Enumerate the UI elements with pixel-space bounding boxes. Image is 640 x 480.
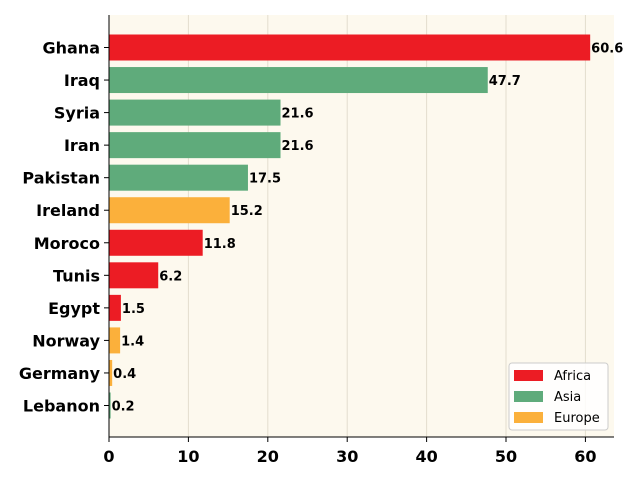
legend-swatch	[514, 391, 543, 402]
bar-syria	[109, 99, 281, 126]
legend-swatch	[514, 412, 543, 423]
category-label: Ghana	[42, 39, 100, 58]
bar-tunis	[109, 262, 159, 289]
x-axis-ticks: 0 10 20 30 40 50 60	[103, 437, 597, 466]
value-label: 15.2	[231, 204, 263, 219]
bars	[109, 34, 591, 419]
bar-germany	[109, 359, 113, 386]
value-label: 47.7	[489, 74, 521, 89]
bar-lebanon	[109, 392, 111, 419]
x-tick-label: 30	[336, 447, 358, 466]
value-label: 11.8	[204, 237, 236, 252]
category-label: Norway	[32, 331, 100, 350]
value-labels: 60.6 47.7 21.6 21.6 17.5 15.2 11.8 6.2 1.5 1.4 0.4…	[112, 42, 624, 415]
value-label: 1.4	[121, 334, 144, 349]
x-tick-label: 0	[103, 447, 114, 466]
category-label: Pakistan	[22, 169, 100, 188]
value-label: 21.6	[282, 139, 314, 154]
bar-ireland	[109, 197, 230, 224]
category-label: Iraq	[64, 71, 100, 90]
legend-label: Europe	[554, 411, 600, 426]
value-label: 6.2	[159, 269, 182, 284]
category-label: Egypt	[48, 299, 100, 318]
x-tick-label: 40	[415, 447, 437, 466]
bar-moroco	[109, 229, 203, 256]
legend-swatch	[514, 370, 543, 381]
legend-label: Asia	[554, 390, 581, 405]
category-label: Syria	[54, 104, 100, 123]
legend: Africa Asia Europe	[508, 362, 609, 431]
value-label: 21.6	[282, 107, 314, 122]
category-label: Iran	[64, 136, 100, 155]
category-label: Ireland	[36, 201, 100, 220]
bar-norway	[109, 327, 121, 354]
bar-ghana	[109, 34, 591, 61]
bar-iraq	[109, 67, 488, 94]
legend-label: Africa	[554, 369, 591, 384]
value-label: 60.6	[591, 42, 623, 57]
category-label: Moroco	[34, 234, 100, 253]
value-label: 1.5	[122, 302, 145, 317]
category-label: Germany	[19, 364, 101, 383]
x-tick-label: 10	[177, 447, 199, 466]
x-tick-label: 50	[495, 447, 517, 466]
value-label: 0.2	[112, 400, 135, 415]
value-label: 17.5	[249, 172, 281, 187]
category-label: Tunis	[53, 266, 100, 285]
x-tick-label: 60	[574, 447, 596, 466]
category-label: Lebanon	[23, 397, 100, 416]
value-label: 0.4	[113, 367, 136, 382]
bar-iran	[109, 132, 281, 159]
bar-egypt	[109, 294, 121, 321]
bar-pakistan	[109, 164, 248, 191]
x-tick-label: 20	[257, 447, 279, 466]
category-labels: Ghana Iraq Syria Iran Pakistan Ireland Moroco T…	[19, 39, 109, 416]
